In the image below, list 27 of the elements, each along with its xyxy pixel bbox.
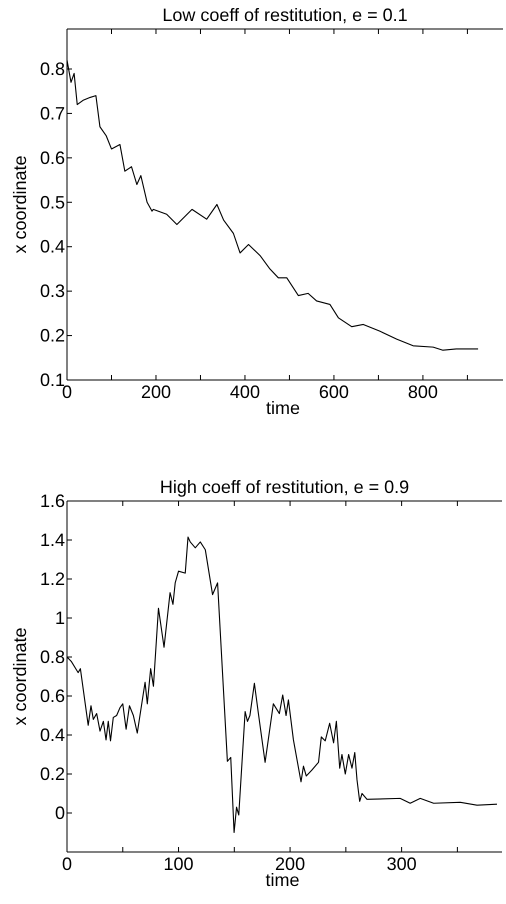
y-tick-label: 0.4 bbox=[40, 236, 65, 257]
chart-title: Low coeff of restitution, e = 0.1 bbox=[162, 5, 408, 25]
y-tick-label: 0.7 bbox=[40, 103, 65, 124]
y-axis-title: x coordinate bbox=[10, 627, 30, 726]
chart-title: High coeff of restitution, e = 0.9 bbox=[160, 477, 410, 497]
y-tick-label: 0 bbox=[54, 803, 65, 823]
x-tick-label: 100 bbox=[164, 854, 194, 874]
y-tick-label: 1.2 bbox=[40, 569, 65, 589]
y-tick-label: 0.8 bbox=[40, 647, 65, 667]
y-tick-label: 0.2 bbox=[40, 326, 65, 346]
y-tick-label: 1 bbox=[54, 608, 65, 628]
y-tick-label: 0.6 bbox=[40, 686, 65, 706]
x-tick-label: 800 bbox=[408, 382, 438, 402]
y-tick-label: 0.2 bbox=[40, 764, 65, 784]
y-tick-label: 0.6 bbox=[40, 148, 65, 168]
y-tick-label: 0.4 bbox=[40, 725, 65, 745]
y-tick-label: 0.5 bbox=[40, 192, 65, 212]
x-tick-label: 300 bbox=[386, 854, 417, 874]
y-axis-title: x coordinate bbox=[10, 155, 30, 254]
x-tick-label: 400 bbox=[230, 382, 260, 402]
y-tick-label: 0.8 bbox=[40, 58, 65, 79]
x-axis-title: time bbox=[266, 398, 300, 418]
x-tick-label: 200 bbox=[140, 382, 172, 402]
y-tick-label: 1.6 bbox=[40, 491, 65, 511]
y-tick-label: 0.3 bbox=[40, 281, 65, 302]
y-tick-label: 1.4 bbox=[40, 530, 65, 550]
x-tick-label: 600 bbox=[318, 382, 349, 402]
